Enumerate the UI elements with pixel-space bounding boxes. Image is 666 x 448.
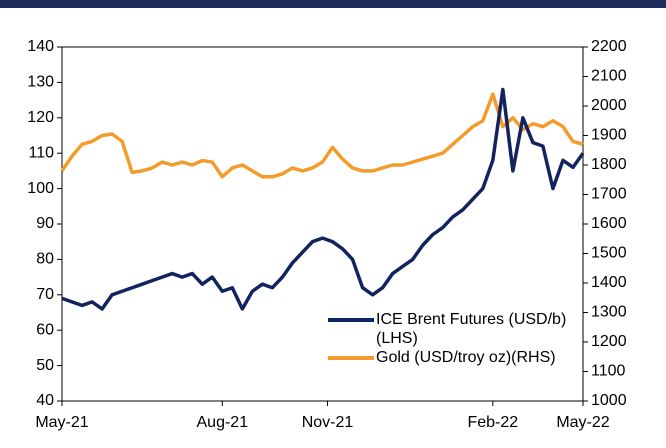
legend-item: ICE Brent Futures (USD/b)(LHS) <box>326 310 581 348</box>
y2-tick-label: 1400 <box>591 274 627 291</box>
x-tick-label: May-21 <box>35 414 88 431</box>
legend-swatch <box>328 318 374 322</box>
y2-tick-label: 2200 <box>591 38 627 55</box>
legend-item: Gold (USD/troy oz)(RHS) <box>326 348 581 367</box>
y-tick-label: 100 <box>27 180 54 197</box>
y2-tick-label: 1900 <box>591 127 627 144</box>
header-bar <box>0 0 666 8</box>
y2-tick-label: 1100 <box>591 363 626 380</box>
y2-tick-label: 2000 <box>591 97 627 114</box>
y-tick-label: 40 <box>36 392 54 409</box>
series-line <box>61 87 585 311</box>
x-tick-label: Feb-22 <box>467 414 518 431</box>
legend-label: ICE Brent Futures (USD/b)(LHS) <box>376 311 567 347</box>
y2-tick-label: 1000 <box>591 392 627 409</box>
y-tick-label: 110 <box>28 144 54 161</box>
y-tick-label: 60 <box>36 321 54 338</box>
x-tick-label: Nov-21 <box>302 414 354 431</box>
y2-tick-label: 1200 <box>591 333 627 350</box>
y-tick-label: 130 <box>27 74 54 91</box>
legend-label: Gold (USD/troy oz)(RHS) <box>376 349 556 366</box>
y-tick-label: 90 <box>36 215 54 232</box>
x-tick-label: Aug-21 <box>197 414 249 431</box>
y2-tick-label: 2100 <box>591 68 627 85</box>
y2-tick-label: 1800 <box>591 156 627 173</box>
y-tick-label: 80 <box>36 251 54 268</box>
legend: ICE Brent Futures (USD/b)(LHS) Gold (USD/… <box>326 310 581 367</box>
y-tick-label: 120 <box>27 109 54 126</box>
series-line <box>60 92 584 179</box>
y2-tick-label: 1600 <box>591 215 627 232</box>
legend-swatch <box>328 356 374 360</box>
y2-tick-label: 1700 <box>591 186 627 203</box>
y-tick-label: 50 <box>36 357 54 374</box>
x-tick-label: May-22 <box>556 414 609 431</box>
y-tick-label: 70 <box>36 286 54 303</box>
y2-tick-label: 1300 <box>591 304 627 321</box>
y2-tick-label: 1500 <box>591 245 627 262</box>
y-tick-label: 140 <box>27 38 54 55</box>
